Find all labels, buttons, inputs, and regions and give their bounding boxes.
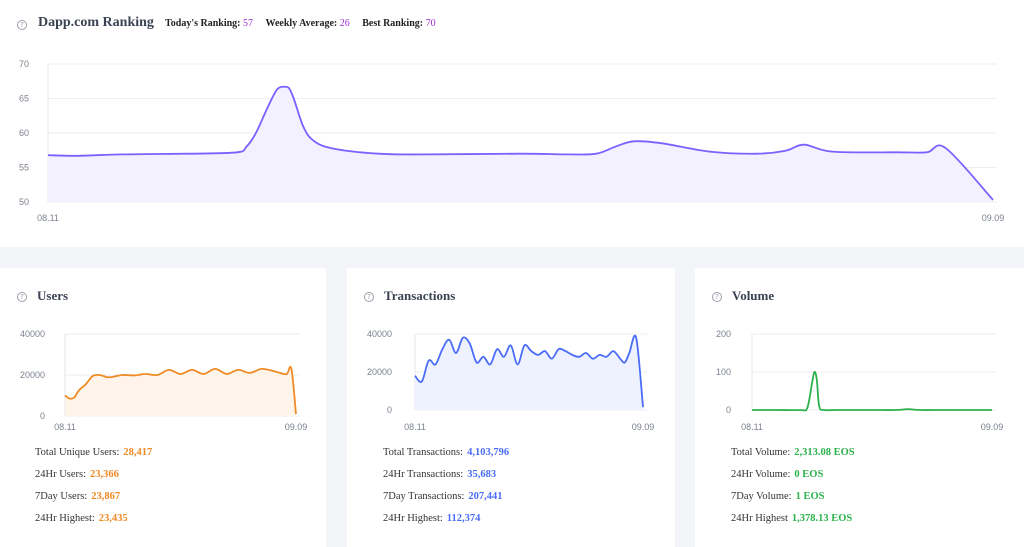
best-ranking-label: Best Ranking: [362,18,424,29]
y-tick-label: 50 [19,197,29,207]
vol-stat-row: Total Volume: 2,313.08 EOS [731,446,855,468]
vol-stat-row: 24Hr Volume: 0 EOS [731,468,855,490]
stat-value: 23,435 [98,513,128,524]
y-tick-label: 100 [716,367,731,377]
help-icon[interactable]: ? [17,292,27,302]
volume-title: Volume [732,288,775,303]
stat-label: 7Day Users: [35,491,88,502]
stat-value: 1,378.13 EOS [791,513,853,524]
help-icon[interactable]: ? [364,292,374,302]
series-line [64,365,297,415]
help-icon[interactable]: ? [17,20,27,30]
tx-stat-row: 24Hr Transactions: 35,683 [383,468,509,490]
y-tick-label: 65 [19,94,29,104]
volume-stats: Total Volume: 2,313.08 EOS 24Hr Volume: 0 … [731,446,855,534]
series-area [415,335,643,410]
transactions-stats: Total Transactions: 4,103,796 24Hr Transa… [383,446,509,534]
users-chart[interactable]: 0 20000 40000 08.11 09.09 [0,318,326,468]
stat-label: 24Hr Users: [35,469,87,480]
vol-stat-row: 24Hr Highest 1,378.13 EOS [731,512,855,534]
y-tick-label: 0 [387,405,392,415]
weekly-average-value: 26 [339,18,350,29]
users-stat-row: Total Unique Users: 28,417 [35,446,152,468]
stat-label: 24Hr Transactions: [383,469,464,480]
stat-label: Total Volume: [731,447,791,458]
help-icon[interactable]: ? [712,292,722,302]
users-title: Users [37,288,69,303]
x-tick-label: 09.09 [285,422,308,432]
series-area [65,366,296,416]
stat-value: 4,103,796 [467,447,510,458]
ranking-chart[interactable]: 50 55 60 65 70 08.11 09.09 [0,0,1024,247]
tx-stat-row: Total Transactions: 4,103,796 [383,446,509,468]
x-tick-label: 08.11 [741,422,763,432]
stat-label: 7Day Transactions: [383,491,465,502]
today-ranking-label: Today's Ranking: [165,18,241,29]
volume-card: ? Volume [695,268,1024,547]
tx-stat-row: 7Day Transactions: 207,441 [383,490,509,512]
y-tick-label: 40000 [367,329,392,339]
y-tick-label: 40000 [20,329,45,339]
x-tick-label: 09.09 [981,422,1004,432]
stat-value: 1 EOS [795,491,825,502]
stat-value: 28,417 [123,447,153,458]
ranking-stats: Today's Ranking: 57 Weekly Average: 26 B… [165,18,446,29]
users-stat-row: 24Hr Highest: 23,435 [35,512,152,534]
series-line [414,334,644,408]
stat-value: 207,441 [468,491,503,502]
best-ranking-value: 70 [425,18,436,29]
users-stat-row: 7Day Users: 23,867 [35,490,152,512]
y-tick-label: 70 [19,59,29,69]
series-line [47,85,994,201]
stat-label: 24Hr Volume: [731,469,791,480]
stat-value: 2,313.08 EOS [794,447,855,458]
users-stat-row: 24Hr Users: 23,366 [35,468,152,490]
x-tick-label: 08.11 [37,213,59,223]
stat-label: 7Day Volume: [731,491,792,502]
x-tick-label: 09.09 [632,422,655,432]
vol-stat-row: 7Day Volume: 1 EOS [731,490,855,512]
users-stats: Total Unique Users: 28,417 24Hr Users: 23,… [35,446,152,534]
y-tick-label: 55 [19,163,29,173]
transactions-chart[interactable]: 0 20000 40000 08.11 09.09 [347,318,675,468]
x-tick-label: 08.11 [404,422,426,432]
stat-label: Total Transactions: [383,447,464,458]
y-tick-label: 0 [40,411,45,421]
weekly-average-label: Weekly Average: [265,18,338,29]
y-tick-label: 0 [726,405,731,415]
series-area [48,86,993,202]
ranking-title: Dapp.com Ranking [38,15,154,30]
stat-value: 23,867 [91,491,121,502]
y-tick-label: 20000 [367,367,392,377]
stat-value: 35,683 [467,469,497,480]
y-tick-label: 20000 [20,370,45,380]
transactions-title: Transactions [384,288,456,303]
series-line [752,371,992,412]
volume-chart[interactable]: 0 100 200 08.11 09.09 [695,318,1024,468]
stat-value: 0 EOS [794,469,824,480]
y-tick-label: 200 [716,329,731,339]
stat-value: 112,374 [446,513,481,524]
tx-stat-row: 24Hr Highest: 112,374 [383,512,509,534]
stat-value: 23,366 [90,469,119,480]
stat-label: 24Hr Highest: [35,513,95,524]
stat-label: 24Hr Highest: [383,513,443,524]
x-tick-label: 08.11 [54,422,76,432]
ranking-panel: ? Dapp.com Ranking Today's Ranking: 57 W… [0,0,1024,247]
stat-label: Total Unique Users: [35,447,120,458]
y-tick-label: 60 [19,128,29,138]
stat-label: 24Hr Highest [731,513,788,524]
x-tick-label: 09.09 [982,213,1005,223]
today-ranking-value: 57 [243,18,253,29]
